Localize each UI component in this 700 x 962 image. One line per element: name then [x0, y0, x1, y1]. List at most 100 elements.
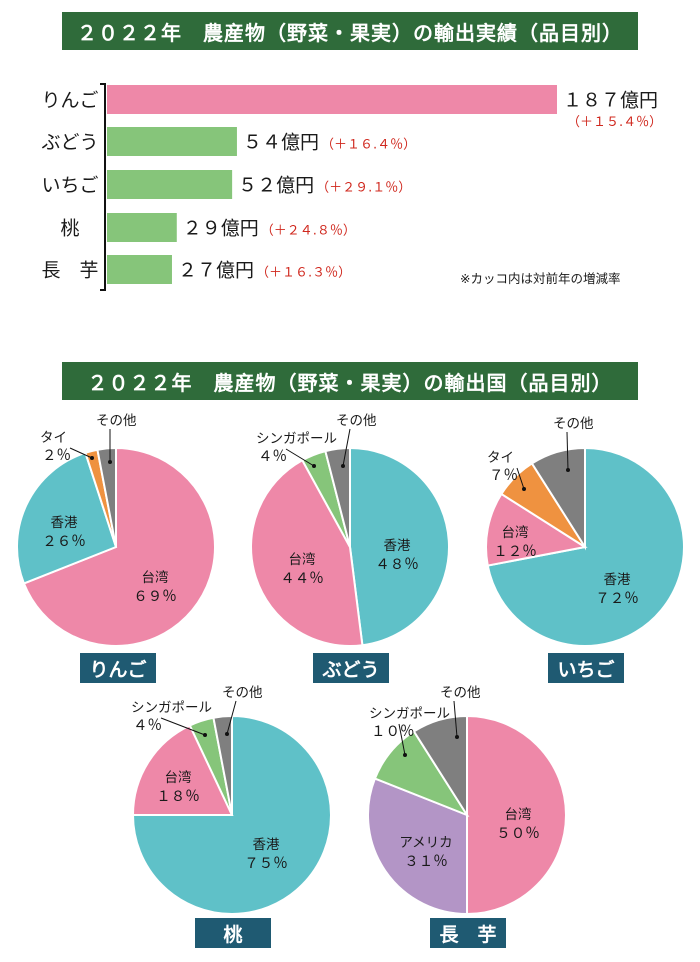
pie-leader-line	[69, 447, 93, 459]
pie-title-grape: ぶどう	[313, 653, 389, 683]
pie-leader-dot	[455, 735, 459, 739]
pie-callout-name: その他	[553, 416, 594, 432]
pie-callout-name: タイ	[40, 430, 67, 446]
bar-change-label: （＋１６.４％）	[321, 138, 416, 153]
bar-change-label: （＋２９.１％）	[316, 181, 411, 196]
bar-change-label: （＋１６.３％）	[256, 266, 351, 281]
pie-slice-value: １８％	[156, 789, 200, 805]
pie-leader-line	[453, 700, 458, 738]
bar-value-label: ５４億円	[243, 132, 319, 154]
pie-slice	[412, 714, 468, 819]
pie-slice	[466, 714, 567, 916]
pie-slice-value: ４８％	[375, 557, 419, 573]
pie-leader-dot	[403, 753, 407, 757]
pie-callout-name: シンガポール	[369, 706, 450, 722]
bar	[107, 213, 177, 242]
pie-slice-name: アメリカ	[399, 835, 452, 851]
pie-leader-line	[285, 448, 315, 467]
pie-slice-name: 台湾	[502, 524, 529, 541]
pie-slice	[96, 446, 117, 548]
pie-slice	[349, 446, 450, 647]
pie-callout-value: ７％	[489, 468, 518, 484]
export-results-banner: ２０２２年 農産物（野菜・果実）の輸出実績（品目別）	[62, 12, 638, 50]
pie-slice	[530, 446, 586, 551]
pie-slice-value: ３１％	[404, 854, 448, 870]
pie-callout-name: その他	[96, 413, 137, 429]
pie-slice-name: 台湾	[289, 551, 316, 568]
pie-callout-name: その他	[440, 685, 481, 701]
pie-slice-name: 台湾	[142, 569, 169, 586]
pie-title-yam: 長 芋	[430, 918, 506, 948]
pie-slice-name: 香港	[51, 515, 78, 531]
pie-slice	[16, 451, 118, 585]
pie-title-strawberry: いちご	[548, 653, 624, 683]
bar	[107, 85, 557, 114]
bar-category-label: いちご	[41, 175, 98, 197]
bar-category-label: りんご	[41, 90, 98, 112]
bar	[107, 170, 233, 199]
pie-slice-name: 台湾	[505, 806, 532, 823]
pie-callout-value: ４％	[258, 449, 287, 465]
pie-slice	[22, 446, 216, 647]
pie-slice-value: ７５％	[244, 856, 288, 872]
pie-slice	[131, 724, 234, 816]
pie-callout-value: ２％	[42, 448, 71, 464]
export-countries-banner: ２０２２年 農産物（野菜・果実）の輸出国（品目別）	[62, 362, 638, 400]
bar-category-label: ぶどう	[41, 132, 98, 154]
pie-leader-line	[160, 717, 206, 736]
pie-title-peach: 桃	[195, 918, 271, 948]
bar-change-label: （＋２４.８％）	[261, 224, 356, 239]
bar-value-label: ２７億円	[178, 260, 254, 282]
pie-slice-value: ５０％	[496, 826, 540, 842]
pie-chart: 香港 ７５％ 台湾 １８％ シンガポール ４％ その他	[131, 685, 332, 915]
bar-value-label: ５２億円	[238, 175, 314, 197]
pie-slice	[485, 492, 588, 567]
pie-title-apple: りんご	[80, 653, 156, 683]
pie-callout-value: ４％	[133, 718, 162, 734]
bar-category-label: 桃	[60, 218, 79, 240]
pie-slice-value: ２６％	[42, 534, 86, 550]
pie-leader-dot	[566, 468, 570, 472]
pie-chart: 香港 ７２％ 台湾 １２％ タイ ７％ その他	[485, 416, 685, 647]
bar-category-label: 長 芋	[41, 260, 98, 282]
pie-slice-value: １２％	[493, 544, 537, 560]
bar-value-label: ２９億円	[183, 218, 259, 240]
pie-chart: 香港 ４８％ 台湾 ４４％ シンガポール ４％ その他	[250, 413, 450, 647]
pie-callout-name: その他	[222, 685, 263, 701]
footnote: ※カッコ内は対前年の増減率	[460, 271, 621, 286]
pie-slice-value: ６９％	[133, 589, 177, 605]
pie-callout-value: １０％	[371, 724, 415, 740]
bar-change-label: （＋１５.４％）	[567, 115, 662, 130]
pie-callout-name: シンガポール	[131, 700, 212, 716]
pie-slice-value: ４４％	[280, 571, 324, 587]
pie-slice	[250, 458, 364, 647]
pie-callout-name: タイ	[487, 450, 514, 466]
pie-slice-name: 台湾	[165, 769, 192, 786]
pie-leader-line	[226, 700, 237, 735]
pie-slice-name: 香港	[604, 572, 632, 588]
bar-value-label: １８７億円	[563, 90, 658, 112]
pie-slice-value: ７２％	[595, 591, 639, 607]
pie-leader-dot	[203, 733, 207, 737]
bar	[107, 127, 237, 156]
pie-leader-dot	[225, 732, 229, 736]
pie-callout-name: シンガポール	[256, 431, 337, 447]
pie-leader-dot	[341, 464, 345, 468]
bar-axis-bracket	[100, 83, 106, 291]
pie-leader-dot	[108, 460, 112, 464]
pie-leader-dot	[312, 464, 316, 468]
pie-slice	[324, 446, 351, 548]
bar-chart: りんご １８７億円（＋１５.４％）ぶどう ５４億円 （＋１６.４％）いちご ５２億円 （＋…	[41, 83, 662, 291]
pie-leader-line	[566, 431, 569, 471]
pie-leader-line	[398, 723, 406, 756]
pie-leader-dot	[522, 487, 526, 491]
bar	[107, 255, 172, 284]
pie-slice	[367, 777, 468, 916]
pie-leader-line	[342, 428, 351, 467]
pie-chart: 台湾 ６９％ 香港 ２６％ タイ ２％ その他	[16, 413, 216, 647]
pie-chart: 台湾 ５０％ アメリカ ３１％ シンガポール １０％ その他	[367, 685, 567, 916]
pie-leader-dot	[90, 456, 94, 460]
pie-leader-line	[516, 467, 525, 490]
pie-slice-name: 香港	[384, 538, 411, 554]
